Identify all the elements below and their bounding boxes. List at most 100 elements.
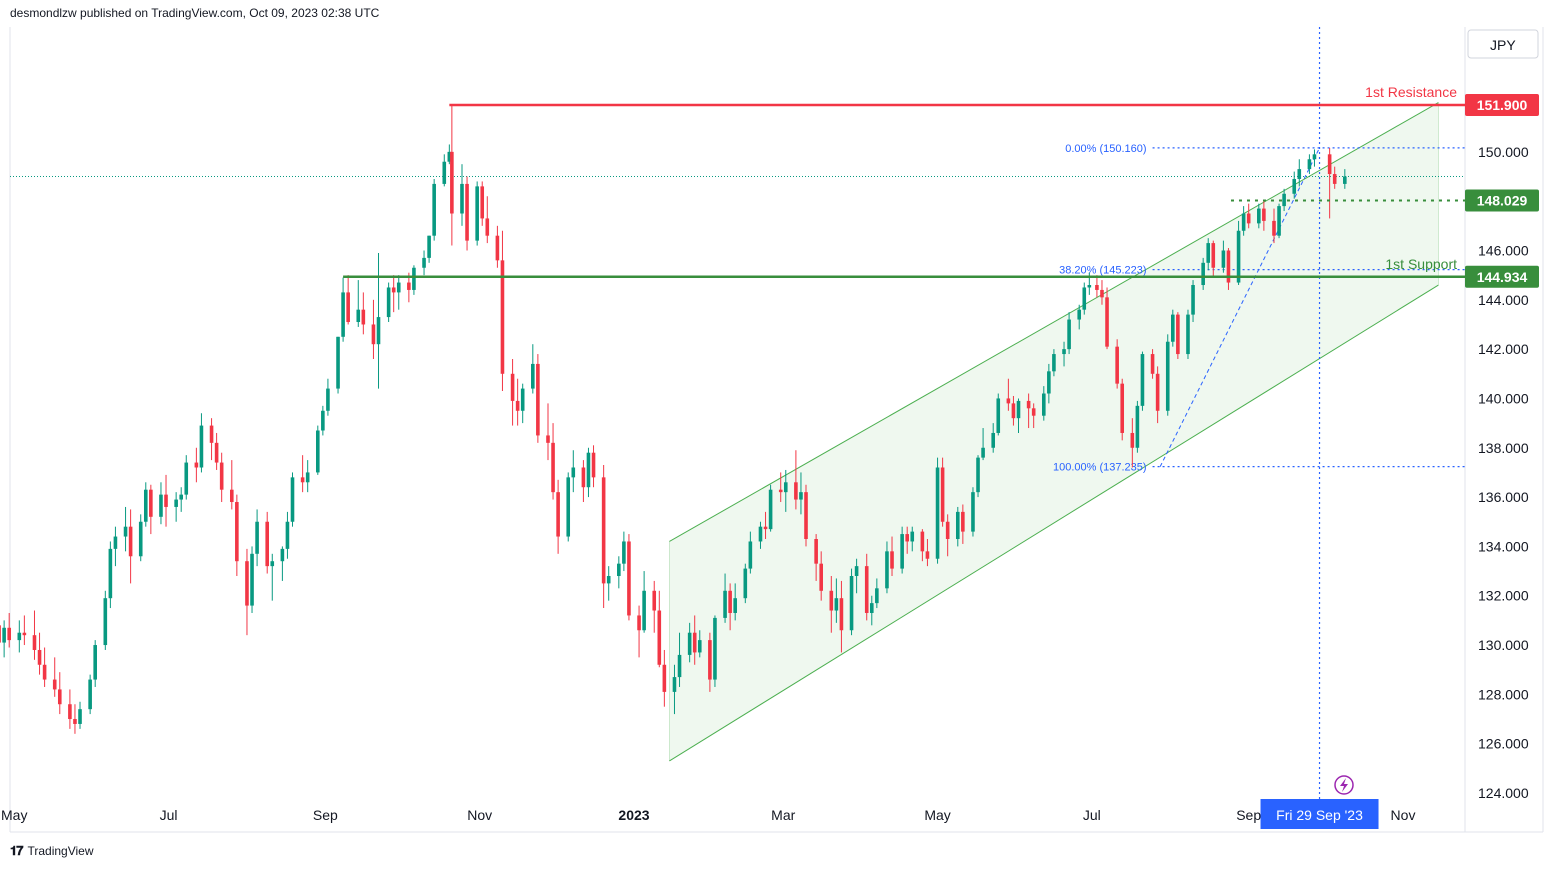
candle — [442, 154, 447, 187]
candle — [748, 531, 753, 574]
candle-body — [7, 627, 11, 641]
candle-body — [450, 151, 454, 214]
candle — [531, 344, 535, 394]
fib-trend-line[interactable] — [1159, 147, 1320, 467]
candle — [159, 482, 163, 525]
x-tick-label: May — [924, 807, 950, 823]
candle — [1277, 203, 1281, 239]
lightning-icon[interactable] — [1334, 775, 1354, 795]
candle — [723, 573, 727, 623]
candle — [1262, 201, 1266, 231]
candle-body — [315, 430, 320, 473]
candle — [290, 472, 295, 527]
candle-body — [113, 536, 118, 549]
candle — [22, 615, 27, 646]
candle-body — [571, 467, 576, 478]
candle — [885, 541, 889, 594]
candle-body — [551, 442, 555, 493]
level-name-label: 1st Resistance — [1365, 84, 1457, 100]
candle — [255, 509, 259, 567]
x-tick-label: Nov — [467, 807, 492, 823]
channel-upper-line[interactable] — [669, 102, 1439, 542]
candle — [961, 504, 965, 544]
candle — [662, 649, 667, 707]
candle-body — [1206, 243, 1211, 263]
y-tick-label: 126.000 — [1478, 736, 1529, 752]
candle — [637, 605, 641, 658]
candle — [834, 578, 839, 623]
candle — [460, 164, 464, 226]
candle-body — [981, 447, 985, 458]
candle-body — [885, 551, 889, 589]
candle-body — [1100, 289, 1104, 298]
candle-body — [1165, 341, 1170, 411]
candle — [955, 506, 960, 547]
candle — [1011, 395, 1016, 426]
candle-body — [940, 467, 945, 522]
publisher-header: desmondlzw published on TradingView.com,… — [10, 6, 380, 20]
x-tick-label: Mar — [771, 807, 795, 823]
candle — [447, 144, 452, 165]
tradingview-logo-icon[interactable]: 𝟏𝟕 — [10, 843, 24, 858]
channel-lower-line[interactable] — [669, 284, 1439, 762]
candle-body — [991, 432, 996, 448]
candle — [758, 521, 763, 549]
candle-body — [356, 309, 361, 323]
candle-body — [1031, 408, 1036, 416]
candle-body — [1221, 250, 1226, 268]
candle — [1062, 341, 1066, 367]
candle-body — [1332, 174, 1337, 184]
candle — [164, 474, 168, 527]
candle-body — [407, 282, 411, 290]
candle-body — [778, 489, 783, 493]
candle-body — [42, 664, 47, 680]
tradingview-logo-text[interactable]: TradingView — [27, 844, 94, 858]
candle-body — [73, 719, 77, 724]
candle — [427, 235, 431, 263]
currency-selector[interactable]: JPY — [1467, 29, 1539, 59]
candle — [687, 622, 692, 663]
candle — [199, 413, 204, 473]
candle-body — [1130, 432, 1135, 448]
candle — [108, 541, 113, 609]
candle — [733, 583, 737, 621]
candle-body — [361, 309, 366, 325]
candle — [657, 590, 662, 668]
candle-body — [1241, 213, 1246, 231]
candle — [214, 432, 219, 470]
candle-body — [1236, 230, 1241, 283]
candle — [642, 571, 646, 633]
candle-body — [321, 410, 325, 431]
candle-body — [1016, 400, 1021, 419]
candle — [305, 460, 310, 493]
candle — [1246, 203, 1251, 229]
candle-body — [1246, 213, 1251, 224]
candle-body — [961, 511, 965, 532]
candle — [925, 539, 930, 567]
candle-body — [864, 566, 869, 613]
candle — [546, 403, 550, 461]
candle — [536, 354, 540, 443]
fib-level-label: 100.00% (137.235) — [1053, 462, 1147, 474]
candle — [1297, 159, 1302, 187]
candle — [799, 472, 803, 515]
candle — [1130, 418, 1135, 468]
y-tick-label: 136.000 — [1478, 489, 1529, 505]
candle-body — [219, 462, 224, 490]
candle — [566, 472, 571, 542]
candle — [245, 548, 249, 636]
candle-body — [376, 317, 381, 345]
x-tick-label: Jul — [160, 807, 178, 823]
candle-body — [627, 541, 631, 616]
candle — [396, 275, 401, 310]
candle-body — [763, 526, 768, 530]
candle — [1272, 208, 1276, 244]
candle — [606, 566, 611, 601]
fib-level-label: 38.20% (145.223) — [1059, 265, 1146, 277]
candle-body — [1067, 319, 1071, 350]
candle-body — [849, 575, 854, 631]
candle-body — [245, 561, 249, 606]
candle-body — [103, 598, 108, 646]
candle-body — [300, 477, 305, 483]
